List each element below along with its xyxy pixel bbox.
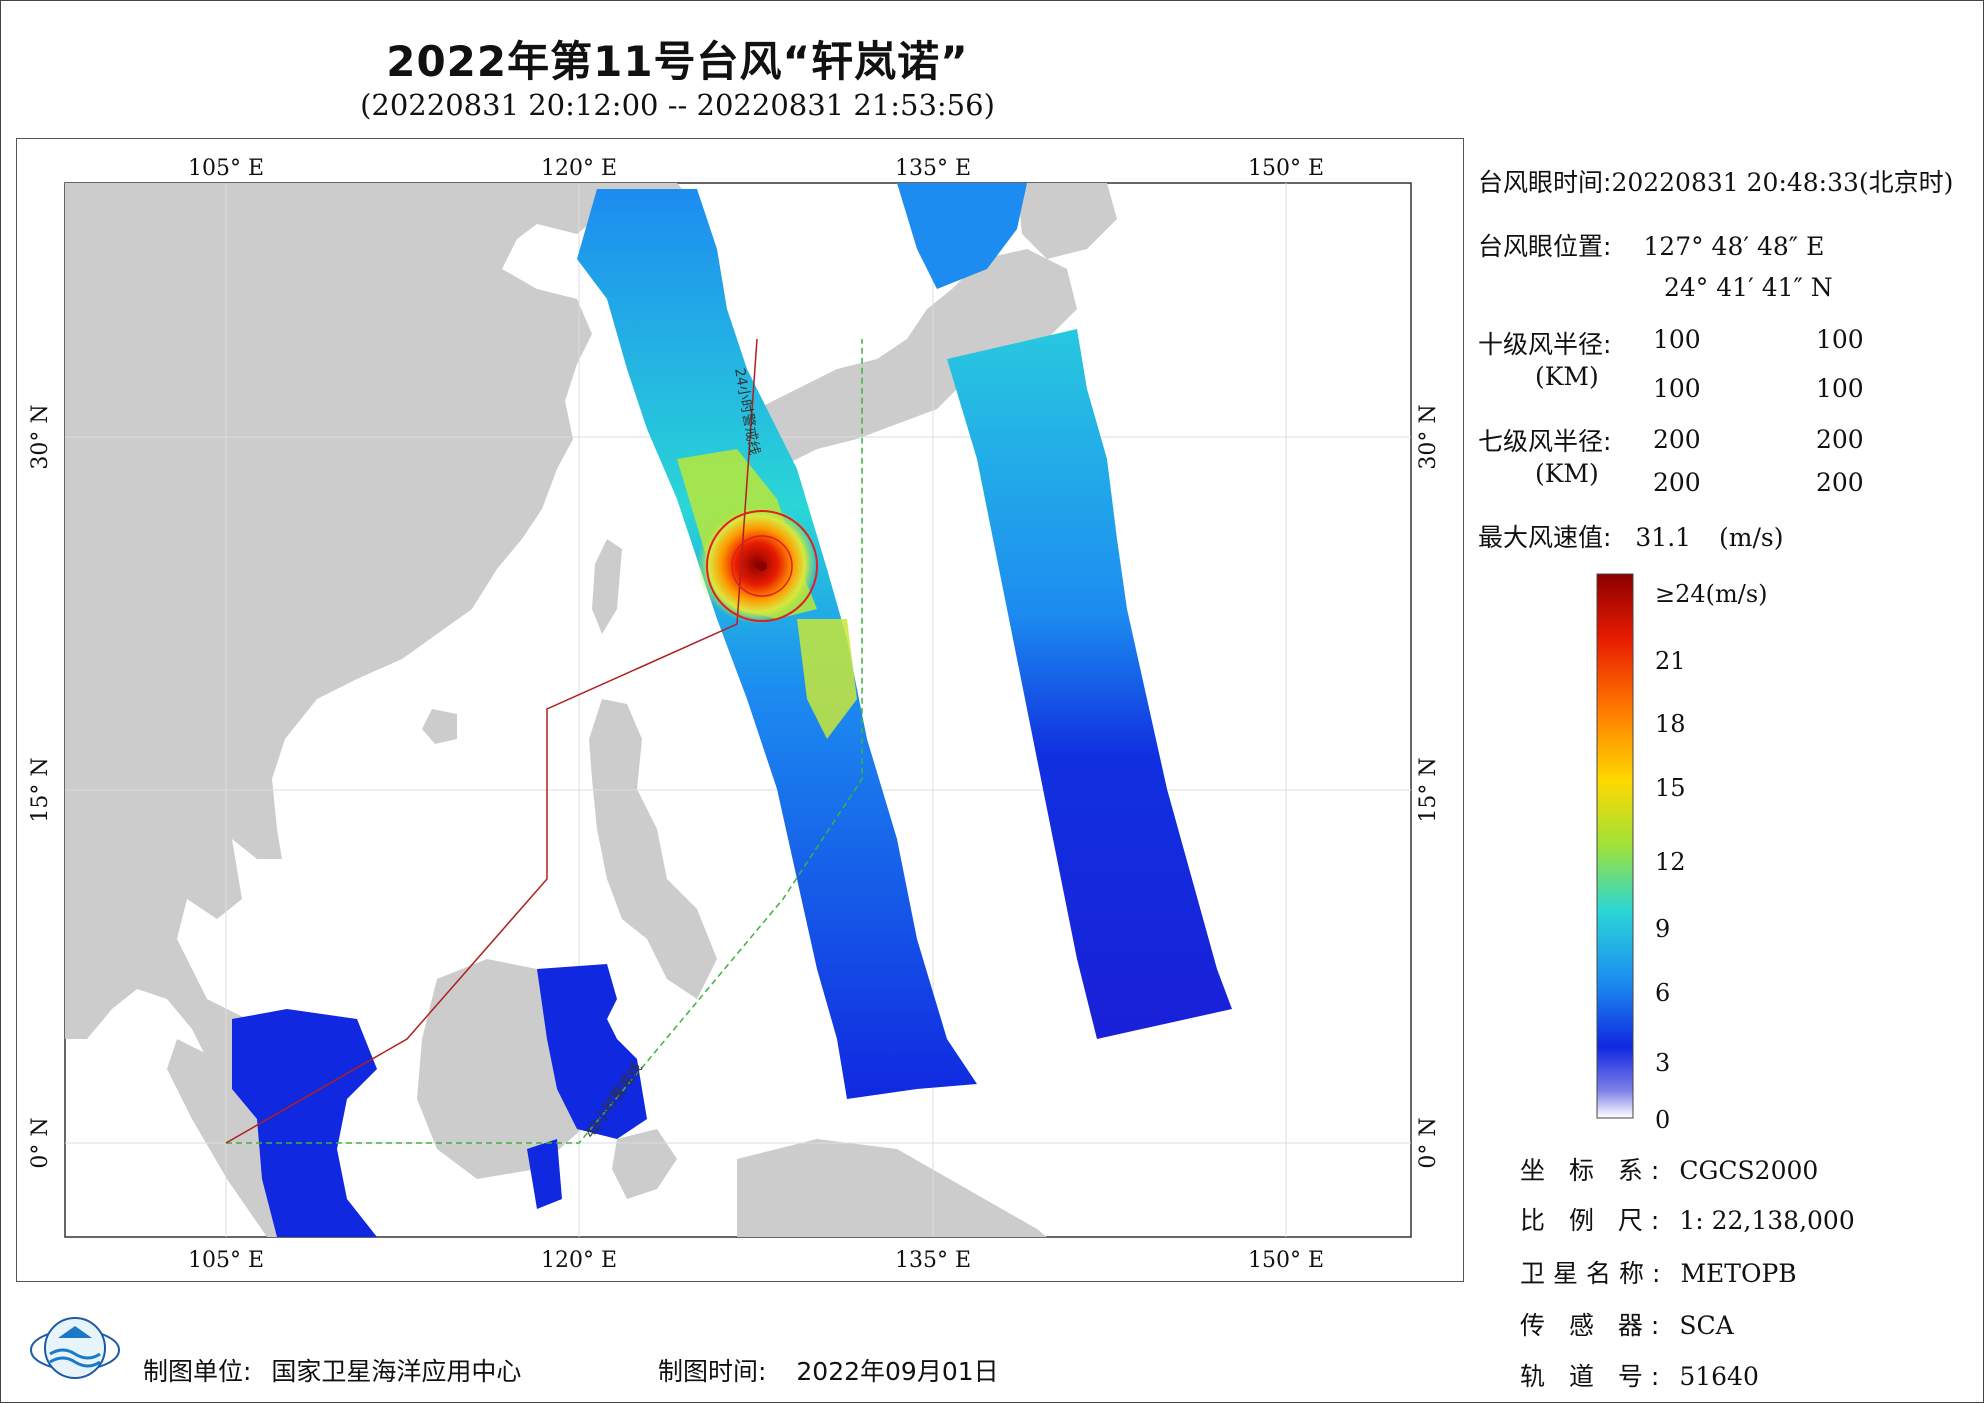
colorbar-label: 3: [1655, 1049, 1671, 1077]
map-subtitle: (20220831 20:12:00 -- 20220831 21:53:56): [360, 88, 995, 122]
eye-time-label: 台风眼时间:: [1478, 168, 1612, 197]
lon-tick-label: 135° E: [895, 156, 971, 181]
max-wind-label: 最大风速值:: [1478, 523, 1612, 552]
r10-label: 十级风半径:: [1478, 330, 1612, 359]
map-title: 2022年第11号台风“轩岚诺”: [386, 37, 969, 86]
lat-ticks-left: 30° N 15° N 0° N: [28, 404, 53, 1168]
orbit-value: 51640: [1679, 1362, 1759, 1391]
scale-row: 比 例 尺: 1: 22,138,000: [1520, 1201, 1855, 1237]
land-philippines: [589, 699, 717, 999]
sensor-row: 传 感 器: SCA: [1520, 1306, 1734, 1342]
eye-pos-label: 台风眼位置:: [1478, 232, 1612, 261]
satellite-row: 卫星名称: METOPB: [1520, 1254, 1797, 1290]
nsoas-logo: [30, 1317, 120, 1379]
producer-value: 国家卫星海洋应用中心: [271, 1357, 522, 1386]
r7-km-label: (KM): [1535, 459, 1599, 488]
producer-row: 制图单位: 国家卫星海洋应用中心: [143, 1352, 521, 1388]
scale-label: 比 例 尺:: [1520, 1206, 1668, 1235]
lon-tick-label: 105° E: [188, 156, 264, 181]
wind-patch-sumatra: [232, 1009, 377, 1237]
max-wind-row: 最大风速值: 31.1 (m/s): [1478, 518, 1783, 554]
orbit-row: 轨 道 号: 51640: [1520, 1357, 1759, 1393]
scale-value: 1: 22,138,000: [1679, 1206, 1855, 1235]
max-wind-unit: (m/s): [1719, 523, 1784, 552]
wind-swath-yellow2: [797, 619, 857, 739]
land-hainan: [422, 709, 457, 744]
orbit-label: 轨 道 号:: [1520, 1362, 1668, 1391]
r7-value: 200: [1653, 468, 1701, 497]
lon-ticks-top: 105° E 120° E 135° E 150° E: [188, 156, 1324, 181]
colorbar-label: ≥24(m/s): [1655, 580, 1768, 608]
colorbar-label: 12: [1655, 848, 1686, 876]
satellite-value: METOPB: [1680, 1259, 1797, 1288]
land-taiwan: [592, 539, 622, 634]
satellite-label: 卫星名称:: [1520, 1259, 1669, 1288]
lat-tick-label: 30° N: [28, 404, 53, 469]
r10-value: 100: [1653, 325, 1701, 354]
crs-label: 坐 标 系:: [1520, 1156, 1668, 1185]
eye-time-value: 20220831 20:48:33(北京时): [1611, 168, 1954, 197]
lat-tick-label: 0° N: [28, 1117, 53, 1168]
lon-tick-label: 120° E: [541, 156, 617, 181]
r7-value: 200: [1653, 425, 1701, 454]
max-wind-value: 31.1: [1635, 523, 1692, 552]
r10-value: 100: [1816, 374, 1864, 403]
land-new-guinea: [737, 1139, 1047, 1237]
r7-value: 200: [1816, 468, 1864, 497]
eye-time-row: 台风眼时间:20220831 20:48:33(北京时): [1478, 163, 1953, 199]
crs-value: CGCS2000: [1679, 1156, 1819, 1185]
r10-value: 100: [1816, 325, 1864, 354]
sensor-value: SCA: [1679, 1311, 1734, 1340]
production-time-value: 2022年09月01日: [796, 1357, 999, 1386]
r10-circle: [731, 535, 793, 597]
lat-tick-label: 0° N: [1416, 1117, 1441, 1168]
production-time-label: 制图时间:: [658, 1357, 767, 1386]
crs-row: 坐 标 系: CGCS2000: [1520, 1151, 1818, 1187]
typhoon-eye: [757, 561, 767, 571]
land-mainland-asia: [65, 183, 607, 1099]
lon-tick-label: 150° E: [1248, 156, 1324, 181]
map-frame: 24小时警戒线 48小时警戒线 105° E 120° E 135° E 150…: [16, 138, 1464, 1282]
eye-lat: 24° 41′ 41″ N: [1664, 273, 1833, 302]
lat-ticks-right: 30° N 15° N 0° N: [1416, 404, 1441, 1168]
wind-speed-colorbar: [1596, 573, 1634, 1119]
wind-swath-ne: [897, 183, 1027, 289]
eye-lon: 127° 48′ 48″ E: [1643, 232, 1825, 261]
production-time-row: 制图时间: 2022年09月01日: [658, 1352, 999, 1388]
lon-ticks-bottom: 105° E 120° E 135° E 150° E: [188, 1248, 1324, 1273]
r7-label: 七级风半径:: [1478, 427, 1612, 456]
typhoon-wind-core: [697, 504, 817, 624]
warning-line-24h: [225, 338, 758, 1144]
colorbar-label: 21: [1655, 647, 1686, 675]
land-sulawesi: [612, 1129, 677, 1199]
colorbar-label: 9: [1655, 915, 1671, 943]
land-hokkaido: [1017, 183, 1117, 259]
lat-tick-label: 30° N: [1416, 404, 1441, 469]
lon-tick-label: 120° E: [541, 1248, 617, 1273]
wind-patch-small: [527, 1139, 562, 1209]
wind-swath-east: [947, 329, 1232, 1039]
wind-swath-west: [577, 189, 977, 1099]
lat-tick-label: 15° N: [1416, 757, 1441, 822]
colorbar-label: 18: [1655, 710, 1686, 738]
sensor-label: 传 感 器:: [1520, 1311, 1668, 1340]
colorbar-label: 6: [1655, 979, 1671, 1007]
lat-tick-label: 15° N: [28, 757, 53, 822]
land-japan: [717, 249, 1077, 489]
producer-label: 制图单位:: [143, 1357, 252, 1386]
lon-tick-label: 135° E: [895, 1248, 971, 1273]
warning-line-48h: [226, 339, 863, 1144]
eye-pos-row: 台风眼位置: 127° 48′ 48″ E: [1478, 227, 1824, 263]
wind-map: 24小时警戒线 48小时警戒线 105° E 120° E 135° E 150…: [28, 156, 1441, 1273]
colorbar-label: 15: [1655, 774, 1686, 802]
lon-tick-label: 105° E: [188, 1248, 264, 1273]
r7-circle: [706, 510, 818, 622]
colorbar-label: 0: [1655, 1106, 1671, 1134]
lon-tick-label: 150° E: [1248, 1248, 1324, 1273]
r10-km-label: (KM): [1535, 362, 1599, 391]
r10-value: 100: [1653, 374, 1701, 403]
r7-value: 200: [1816, 425, 1864, 454]
